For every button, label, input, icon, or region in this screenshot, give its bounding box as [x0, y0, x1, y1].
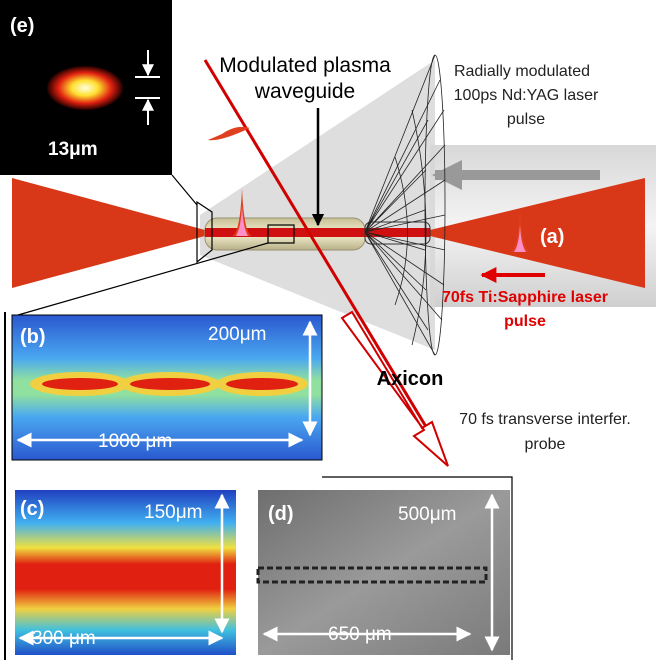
- nd-yag-label: pulse: [507, 111, 545, 128]
- probe-pulse: [208, 127, 250, 140]
- scale-label: 300 μm: [32, 628, 96, 649]
- panel-label: (e): [10, 15, 34, 37]
- panel-label: (a): [540, 226, 564, 248]
- panel-label: (c): [20, 498, 44, 520]
- scale-label: 1000 μm: [98, 431, 172, 452]
- scale-label: 150μm: [144, 502, 202, 523]
- figure: (e) 13μm Modulated plasma waveguide Radi…: [0, 0, 656, 660]
- panel-label: (d): [268, 503, 294, 525]
- axicon-label: Axicon: [377, 368, 444, 390]
- focal-spot: [47, 66, 123, 110]
- scale-label: 500μm: [398, 504, 456, 525]
- scale-label: 650 μm: [328, 624, 392, 645]
- scale-label: 13μm: [48, 139, 98, 160]
- ti-sapphire-label: 70fs Ti:Sapphire laser: [442, 289, 608, 306]
- waveguide-label: waveguide: [254, 80, 355, 103]
- probe-label: 70 fs transverse interfer.: [459, 411, 631, 428]
- waveguide-label: Modulated plasma: [219, 54, 391, 77]
- probe-label: probe: [525, 436, 566, 453]
- laser-cone-left: [12, 178, 205, 288]
- ti-sapphire-label: pulse: [504, 313, 546, 330]
- panel-label: (b): [20, 326, 46, 348]
- heatmap-b: [30, 372, 308, 396]
- scale-label: 200μm: [208, 324, 266, 345]
- nd-yag-label: 100ps Nd:YAG laser: [454, 87, 599, 104]
- nd-yag-label: Radially modulated: [454, 63, 590, 80]
